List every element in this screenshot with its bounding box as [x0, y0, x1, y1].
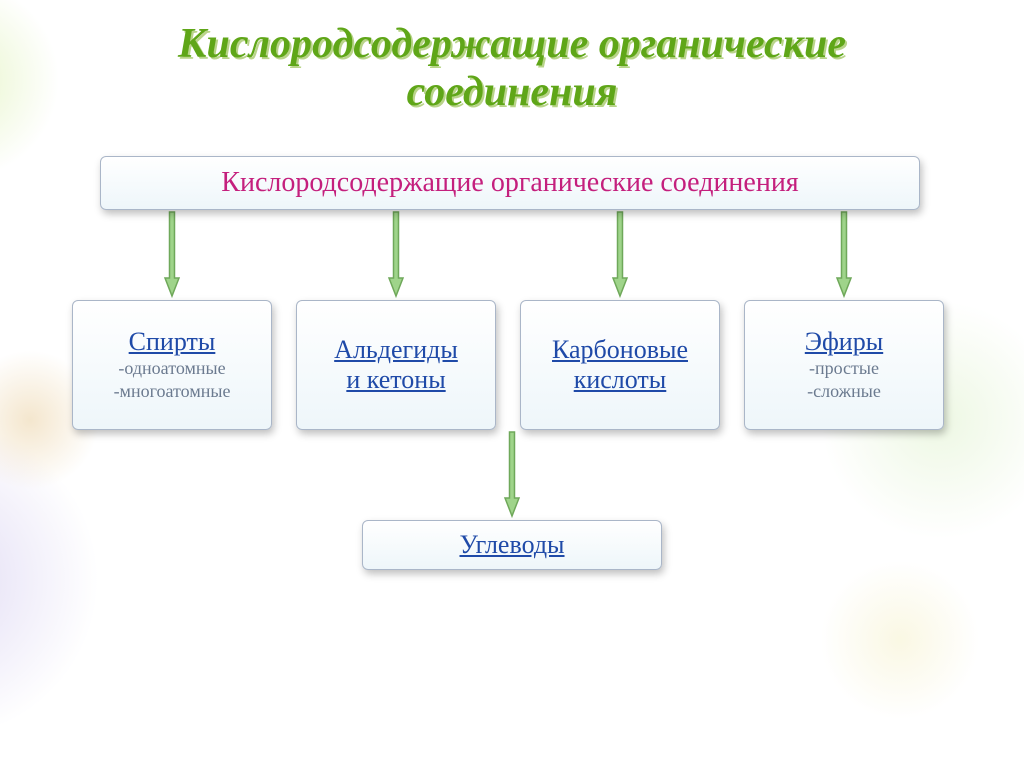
child4-sub1: -простые [809, 357, 879, 380]
child2-label-l2: и кетоны [346, 365, 445, 395]
title-line1: Кислородсодержащие органические [178, 21, 846, 67]
root-label: Кислородсодержащие органические соединен… [221, 167, 798, 199]
child3-label-l2: кислоты [574, 365, 667, 395]
root-box: Кислородсодержащие органические соединен… [100, 156, 920, 210]
child1-sub2: -многоатомные [114, 380, 231, 403]
child-box-efiry: Эфиры -простые -сложные [744, 300, 944, 430]
child-box-aldehydy: Альдегиды и кетоны [296, 300, 496, 430]
child4-label: Эфиры [805, 327, 883, 357]
title-line2: соединения [407, 69, 618, 115]
child-box-spirty: Спирты -одноатомные -многоатомные [72, 300, 272, 430]
child1-sub1: -одноатомные [118, 357, 225, 380]
page-title: Кислородсодержащие органические соединен… [0, 0, 1024, 117]
child-box-karbonovye: Карбоновые кислоты [520, 300, 720, 430]
child2-label-l1: Альдегиды [334, 335, 458, 365]
bottom-box-uglevody: Углеводы [362, 520, 662, 570]
child1-label: Спирты [129, 327, 216, 357]
child4-sub2: -сложные [807, 380, 881, 403]
child3-label-l1: Карбоновые [552, 335, 688, 365]
bottom-label: Углеводы [459, 530, 564, 560]
